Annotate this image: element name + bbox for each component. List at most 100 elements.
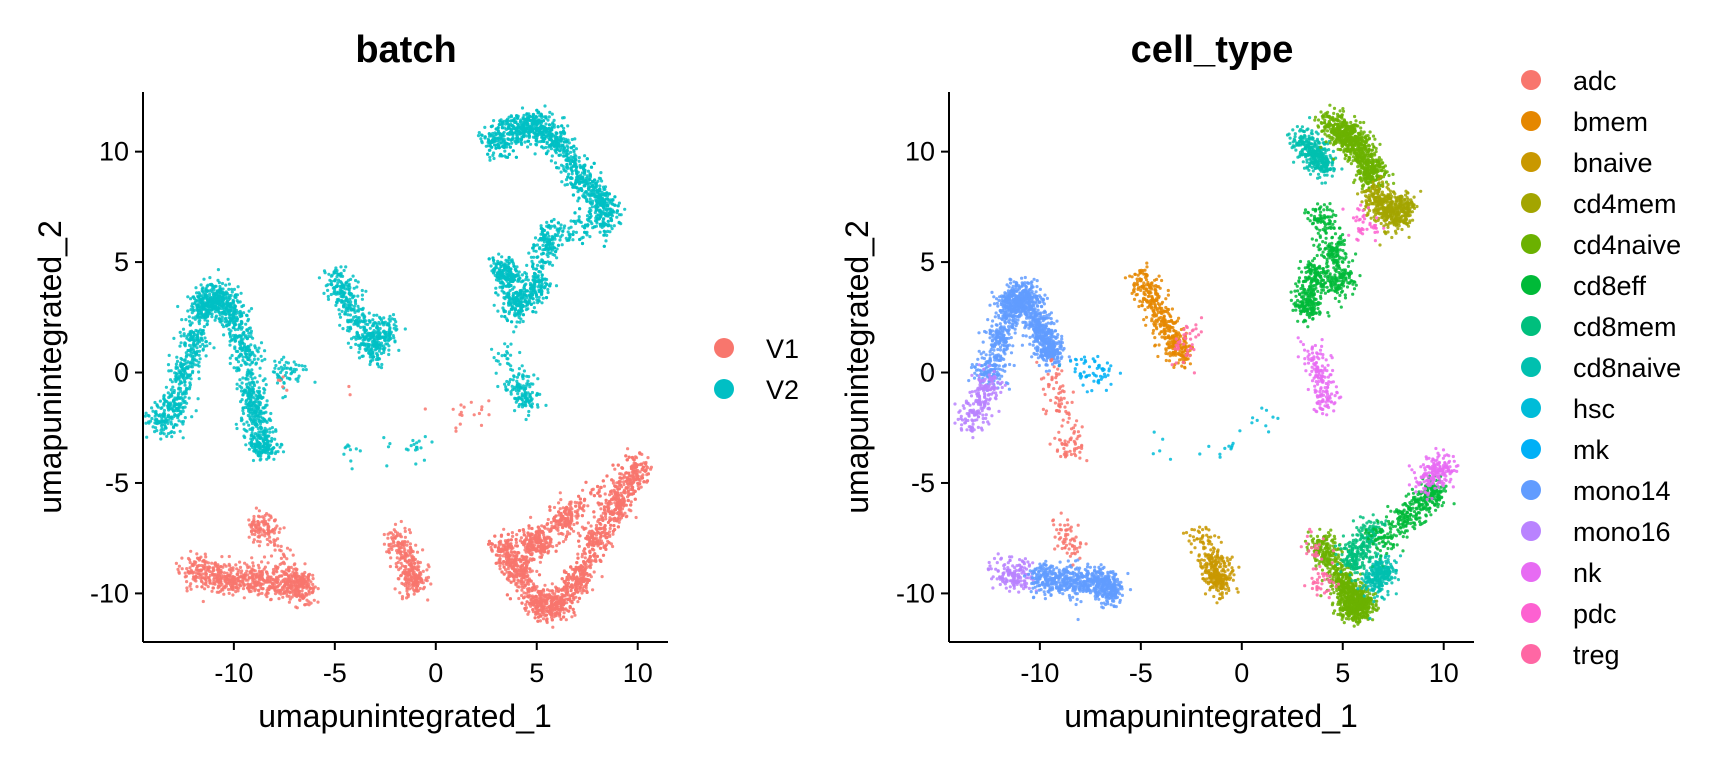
data-point (377, 320, 381, 325)
data-point (538, 126, 542, 130)
data-point (546, 225, 550, 229)
data-point (386, 323, 391, 327)
data-point (195, 346, 199, 350)
data-point (341, 327, 345, 331)
data-point (347, 278, 351, 282)
data-point (530, 397, 534, 401)
data-point (244, 443, 248, 447)
data-point (248, 394, 253, 398)
data-point (592, 189, 596, 193)
data-point (288, 548, 292, 552)
data-point (529, 142, 533, 146)
data-point (336, 278, 341, 282)
data-point (245, 337, 249, 341)
data-point (155, 429, 159, 433)
data-point (242, 333, 246, 337)
data-point (368, 326, 372, 330)
data-point (544, 152, 549, 156)
data-point (201, 316, 205, 320)
data-point (268, 430, 272, 434)
data-point (602, 217, 606, 221)
data-point (166, 363, 171, 367)
data-point (241, 392, 245, 397)
data-point (234, 422, 238, 426)
data-point (238, 565, 243, 570)
data-point (238, 313, 242, 317)
data-point (174, 366, 178, 370)
data-point (602, 229, 606, 233)
data-point (555, 147, 559, 151)
data-point (528, 293, 532, 297)
data-point (590, 192, 594, 196)
data-point (181, 409, 185, 413)
data-point (246, 578, 250, 582)
data-point (287, 594, 291, 599)
data-point (580, 241, 585, 246)
data-point (595, 194, 599, 198)
data-point (503, 149, 507, 153)
data-point (571, 193, 576, 197)
data-point (595, 202, 599, 206)
data-point (554, 250, 558, 254)
data-point (554, 142, 558, 146)
data-point (176, 395, 180, 399)
data-point (272, 457, 276, 461)
data-point (419, 446, 423, 450)
data-point (528, 385, 532, 389)
data-point (509, 364, 513, 368)
data-point (487, 257, 491, 261)
data-point (527, 409, 531, 414)
data-point (375, 355, 379, 359)
data-point (539, 224, 543, 228)
data-point (565, 162, 569, 167)
data-point (255, 441, 259, 445)
data-point (297, 363, 301, 367)
data-point (250, 377, 254, 381)
data-point (565, 148, 569, 152)
data-point (394, 320, 398, 324)
data-point (612, 224, 616, 228)
data-point (174, 371, 178, 376)
data-point (185, 580, 189, 584)
data-point (179, 356, 183, 361)
data-point (176, 403, 180, 407)
data-point (552, 246, 557, 250)
data-point (579, 165, 583, 169)
data-point (528, 118, 532, 122)
data-point (220, 315, 224, 319)
data-point (208, 296, 212, 300)
data-point (171, 399, 176, 403)
data-point (166, 401, 170, 405)
data-point (246, 357, 250, 362)
data-point (204, 307, 208, 312)
data-point (208, 341, 212, 346)
data-point (178, 370, 182, 374)
data-point (265, 420, 269, 424)
data-point (591, 184, 595, 188)
data-point (216, 268, 220, 272)
data-point (580, 188, 584, 193)
data-point (558, 238, 562, 242)
data-point (354, 447, 358, 451)
data-point (553, 161, 558, 165)
data-point (326, 283, 330, 287)
data-point (563, 224, 567, 228)
data-point (378, 331, 382, 335)
data-point (279, 442, 283, 446)
data-point (259, 427, 263, 431)
data-point (196, 309, 200, 313)
data-point (361, 335, 365, 339)
data-point (501, 139, 505, 143)
data-point (198, 344, 202, 348)
data-point (281, 450, 286, 454)
data-point (610, 227, 614, 231)
data-point (509, 367, 513, 372)
data-point (311, 577, 315, 581)
data-point (532, 131, 537, 135)
data-point (291, 553, 295, 557)
data-point (339, 273, 343, 277)
data-point (362, 314, 366, 318)
data-point (362, 319, 366, 323)
data-point (596, 217, 600, 221)
data-point (208, 276, 212, 280)
